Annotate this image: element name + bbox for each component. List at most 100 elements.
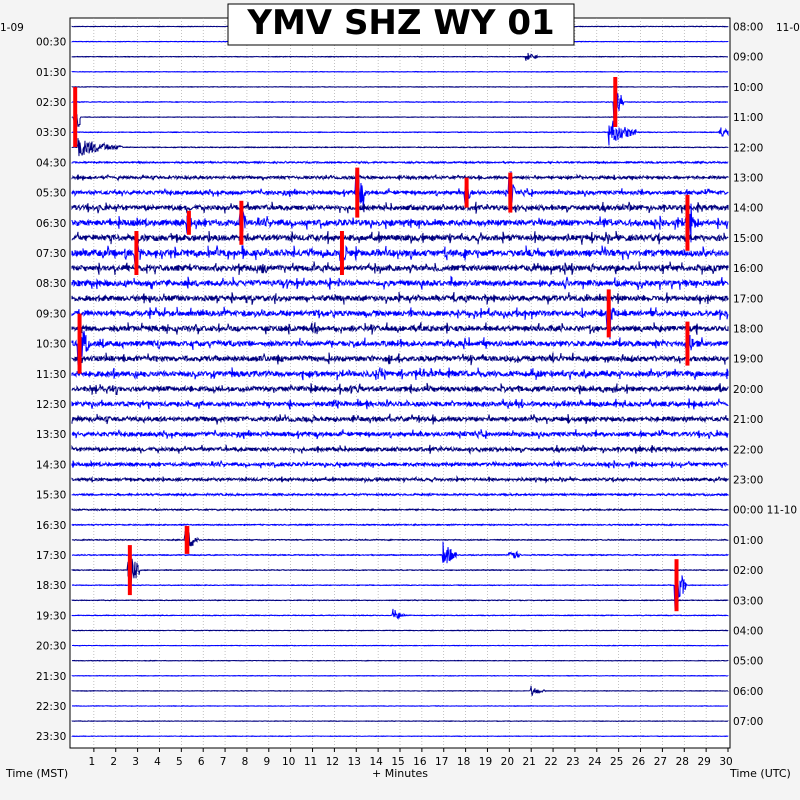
mst-time-label: 06:30 bbox=[36, 218, 66, 230]
x-tick-label: 3 bbox=[132, 756, 139, 768]
trace-line bbox=[71, 569, 729, 610]
utc-time-label: 19:00 bbox=[733, 354, 763, 366]
trace-line bbox=[71, 367, 729, 381]
mst-time-label: 21:30 bbox=[36, 671, 66, 683]
x-tick-label: 14 bbox=[369, 756, 383, 768]
x-tick-label: 10 bbox=[282, 756, 295, 768]
x-tick-label: 28 bbox=[676, 756, 689, 768]
right-time-labels: 08:00 09:00 10:00 11:00 12:00 13:00 14:00 15:00… bbox=[733, 22, 797, 729]
utc-time-label: 00:00 11-10 bbox=[733, 505, 797, 517]
utc-time-label: 18:00 bbox=[733, 324, 763, 336]
trace-lines bbox=[71, 25, 729, 738]
x-tick-label: 21 bbox=[523, 756, 536, 768]
trace-line bbox=[71, 160, 729, 165]
right-axis-label: Time (UTC) bbox=[729, 767, 791, 780]
x-axis-label: + Minutes bbox=[372, 767, 428, 780]
mst-time-label: 00:30 bbox=[36, 37, 66, 49]
utc-time-label: 15:00 bbox=[733, 233, 763, 245]
trace-line bbox=[71, 52, 729, 61]
x-tick-label: 11 bbox=[304, 756, 317, 768]
mst-time-label: 20:30 bbox=[36, 641, 66, 653]
x-tick-label: 6 bbox=[198, 756, 205, 768]
mst-time-label: 01:30 bbox=[36, 67, 66, 79]
x-tick-label: 12 bbox=[326, 756, 339, 768]
mst-time-label: 22:30 bbox=[36, 701, 66, 713]
trace-line bbox=[71, 558, 729, 590]
utc-time-label: 09:00 bbox=[733, 52, 763, 64]
trace-line bbox=[71, 429, 729, 440]
trace-line bbox=[71, 201, 729, 214]
x-tick-label: 7 bbox=[220, 756, 227, 768]
left-time-labels: 00:30 01:30 02:30 03:30 04:30 05:30 06:30 07:30… bbox=[36, 37, 66, 744]
x-tick-label: 9 bbox=[263, 756, 270, 768]
x-tick-label: 25 bbox=[610, 756, 623, 768]
x-tick-label: 20 bbox=[501, 756, 514, 768]
x-tick-label: 8 bbox=[242, 756, 249, 768]
x-tick-label: 17 bbox=[435, 756, 448, 768]
trace-line bbox=[71, 306, 729, 340]
x-tick-label: 5 bbox=[176, 756, 183, 768]
clipped-event bbox=[134, 231, 139, 275]
utc-time-label: 04:00 bbox=[733, 626, 763, 638]
clipped-event bbox=[355, 167, 360, 218]
mst-time-label: 13:30 bbox=[36, 429, 66, 441]
x-tick-label: 30 bbox=[719, 756, 732, 768]
clipped-event bbox=[77, 313, 82, 374]
mst-time-label: 03:30 bbox=[36, 127, 66, 139]
x-tick-label: 13 bbox=[348, 756, 361, 768]
trace-line bbox=[71, 444, 729, 455]
clipped-event bbox=[464, 177, 469, 208]
clipped-event bbox=[239, 200, 244, 245]
left-date-label: 1-09 bbox=[0, 22, 24, 34]
trace-line bbox=[71, 352, 729, 366]
utc-time-label: 02:00 bbox=[733, 565, 763, 577]
mst-time-label: 17:30 bbox=[36, 550, 66, 562]
utc-time-label: 21:00 bbox=[733, 414, 763, 426]
mst-time-label: 16:30 bbox=[36, 520, 66, 532]
clipped-event bbox=[685, 321, 690, 366]
x-tick-label: 15 bbox=[391, 756, 404, 768]
trace-line bbox=[71, 291, 729, 305]
mst-time-label: 04:30 bbox=[36, 157, 66, 169]
right-date-label: 11-0 bbox=[776, 22, 800, 34]
clipped-event bbox=[508, 172, 513, 213]
utc-time-label: 03:00 bbox=[733, 595, 763, 607]
utc-time-label: 07:00 bbox=[733, 716, 763, 728]
trace-line bbox=[71, 685, 729, 696]
x-tick-label: 18 bbox=[457, 756, 470, 768]
x-tick-labels: 1 2 3 4 5 6 7 8 9 10 11 12 13 14 15 16 17 18 19 20 21 22 23 24 2… bbox=[89, 748, 733, 768]
x-tick-label: 19 bbox=[479, 756, 492, 768]
utc-time-label: 22:00 bbox=[733, 444, 763, 456]
trace-line bbox=[71, 322, 729, 335]
mst-time-label: 02:30 bbox=[36, 97, 66, 109]
trace-line bbox=[71, 523, 729, 527]
x-tick-label: 22 bbox=[544, 756, 557, 768]
x-tick-label: 24 bbox=[588, 756, 602, 768]
x-tick-label: 16 bbox=[413, 756, 427, 768]
chart-title: YMV SHZ WY 01 bbox=[246, 3, 554, 43]
clipped-event bbox=[186, 210, 191, 235]
mst-time-label: 19:30 bbox=[36, 610, 66, 622]
utc-time-label: 06:00 bbox=[733, 686, 763, 698]
x-tick-label: 23 bbox=[566, 756, 579, 768]
trace-line bbox=[71, 138, 729, 157]
utc-time-label: 05:00 bbox=[733, 656, 763, 668]
clipped-event bbox=[339, 231, 344, 275]
trace-line bbox=[71, 321, 729, 372]
trace-line bbox=[71, 120, 729, 146]
trace-line bbox=[71, 541, 729, 564]
clipped-event bbox=[674, 559, 679, 612]
trace-line bbox=[71, 261, 729, 275]
x-tick-label: 2 bbox=[110, 756, 117, 768]
mst-time-label: 10:30 bbox=[36, 339, 66, 351]
trace-line bbox=[71, 528, 729, 548]
utc-time-label: 16:00 bbox=[733, 263, 763, 275]
title-box bbox=[227, 3, 575, 46]
x-tick-label: 1 bbox=[89, 756, 96, 768]
trace-line bbox=[71, 398, 729, 410]
utc-time-label: 01:00 bbox=[733, 535, 763, 547]
trace-line bbox=[71, 169, 729, 211]
utc-time-label: 10:00 bbox=[733, 82, 763, 94]
trace-line bbox=[71, 91, 729, 125]
